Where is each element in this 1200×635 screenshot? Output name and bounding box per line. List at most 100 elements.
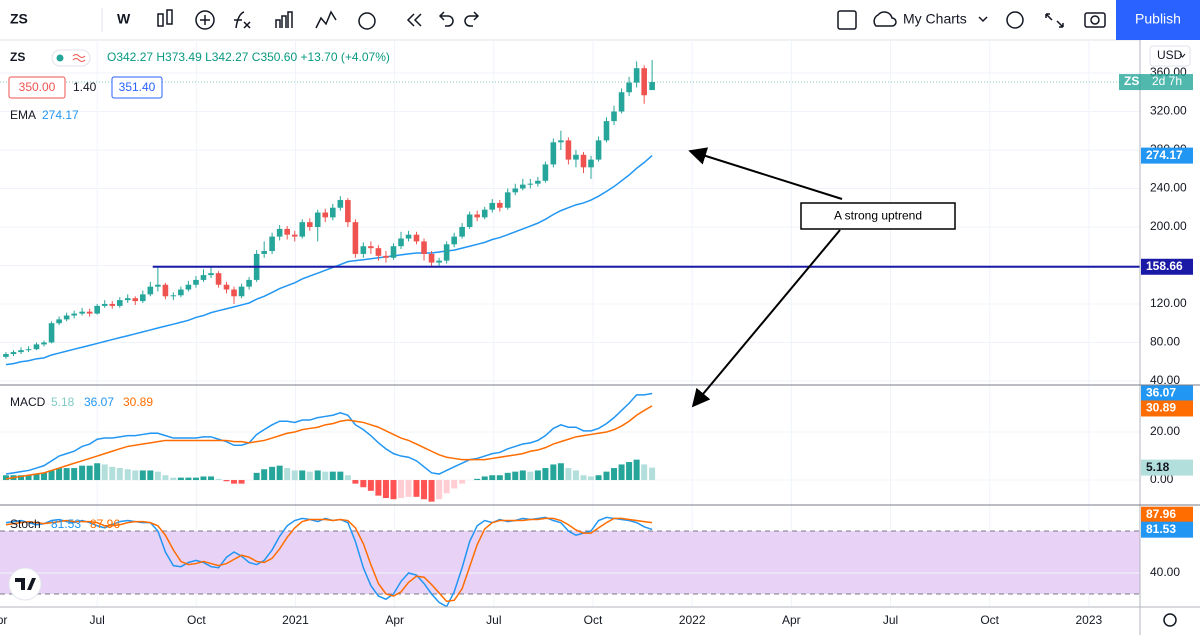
candle-body xyxy=(626,82,632,93)
status-pill xyxy=(51,49,91,67)
histogram-bar xyxy=(474,478,481,481)
layout-icon[interactable] xyxy=(837,10,857,30)
candle-body xyxy=(329,207,336,218)
compare-icon[interactable] xyxy=(315,10,337,29)
histogram-bar xyxy=(238,480,245,484)
candle-body xyxy=(147,286,154,295)
fullscreen-icon[interactable] xyxy=(1045,13,1064,28)
candle-body xyxy=(71,313,77,316)
indicators-icon[interactable] xyxy=(195,10,215,30)
candle-body xyxy=(542,164,549,181)
candle-body xyxy=(398,238,404,247)
settings-icon[interactable] xyxy=(1006,11,1024,29)
candle-body xyxy=(322,212,329,218)
dropdown-caret[interactable] xyxy=(978,16,988,23)
templates-icon[interactable] xyxy=(275,11,293,28)
annotation-text: A strong uptrend xyxy=(834,209,922,223)
histogram-bar xyxy=(63,468,70,481)
candle-body xyxy=(459,226,465,237)
x-tick-label: Jul xyxy=(883,613,898,627)
x-tick-label: Apr xyxy=(782,613,801,627)
histogram-bar xyxy=(276,465,283,481)
candle-body xyxy=(269,236,275,252)
candle-body xyxy=(489,202,496,210)
histogram-bar xyxy=(382,480,389,499)
histogram-bar xyxy=(459,480,466,484)
candle-body xyxy=(421,241,427,254)
histogram-bar xyxy=(611,468,618,481)
histogram-bar xyxy=(170,477,177,481)
histogram-bar xyxy=(18,475,25,481)
histogram-bar xyxy=(413,480,420,497)
candle-body xyxy=(580,154,587,168)
currency[interactable]: USD xyxy=(1157,48,1183,62)
histogram-bar xyxy=(436,480,443,500)
snapshot-icon[interactable] xyxy=(1084,12,1106,28)
histogram-bar xyxy=(405,480,412,497)
publish-button[interactable] xyxy=(1116,0,1200,40)
histogram-bar xyxy=(398,480,405,499)
candle-body xyxy=(466,214,473,227)
histogram-bar xyxy=(208,476,215,481)
histogram-bar xyxy=(557,463,564,481)
histogram-bar xyxy=(390,480,397,500)
histogram-bar xyxy=(649,467,656,481)
y-tick-label: 240.00 xyxy=(1150,181,1187,195)
fx-icon[interactable] xyxy=(234,11,251,29)
x-tick-label: 2021 xyxy=(282,613,309,627)
histogram-bar xyxy=(337,471,344,481)
macd-tag-bg xyxy=(1141,385,1193,402)
candle-body xyxy=(208,273,214,276)
currency-caret xyxy=(1179,53,1186,58)
candle-body xyxy=(504,192,511,208)
macd-legend-title: MACD xyxy=(10,395,46,409)
histogram-bar xyxy=(367,480,374,491)
redo-icon[interactable] xyxy=(464,11,480,27)
candle-body xyxy=(94,305,100,314)
histogram-bar xyxy=(41,472,48,481)
publish-label[interactable]: Publish xyxy=(1135,11,1181,27)
histogram-bar xyxy=(580,475,587,481)
ask-box[interactable] xyxy=(111,76,163,99)
replay-icon[interactable] xyxy=(406,13,422,27)
histogram-bar xyxy=(215,478,222,481)
candle-body xyxy=(33,344,40,350)
annotation-arrow xyxy=(691,229,841,408)
interval[interactable]: W xyxy=(117,11,131,27)
stoch-k-tag-bg xyxy=(1141,521,1193,538)
histogram-bar xyxy=(33,474,40,481)
logo-mark xyxy=(15,578,36,590)
x-tick-label: Jul xyxy=(90,613,105,627)
candle-body xyxy=(86,311,93,314)
candle-body xyxy=(519,184,526,189)
histogram-bar xyxy=(177,477,184,481)
bid-box[interactable] xyxy=(8,76,66,99)
histogram-bar xyxy=(154,471,161,481)
candle-body xyxy=(223,284,230,290)
histogram-bar xyxy=(633,459,640,481)
cloud-icon[interactable] xyxy=(873,11,897,27)
x-tick-label: 2022 xyxy=(679,613,706,627)
ema-tag: 274.17 xyxy=(1146,148,1183,162)
candle-icon[interactable] xyxy=(157,9,173,27)
my-charts[interactable]: My Charts xyxy=(903,11,967,27)
histogram-bar xyxy=(565,468,572,481)
bid[interactable]: 350.00 xyxy=(19,80,56,94)
histogram-bar xyxy=(641,464,648,481)
macd-tag: 36.07 xyxy=(1146,386,1176,400)
histogram-bar xyxy=(306,471,313,481)
histogram-bar xyxy=(223,480,230,482)
axis-settings-icon[interactable] xyxy=(1163,613,1177,627)
currency-button[interactable] xyxy=(1149,45,1191,67)
x-tick-label: Apr xyxy=(385,613,404,627)
candle-body xyxy=(413,234,420,242)
candle-body xyxy=(588,159,594,168)
ask[interactable]: 351.40 xyxy=(119,80,156,94)
y-tick-label: 20.00 xyxy=(1150,424,1180,438)
alert-icon[interactable] xyxy=(358,12,376,30)
toolbar-symbol[interactable]: ZS xyxy=(10,11,28,27)
undo-icon[interactable] xyxy=(438,11,454,27)
histogram-bar xyxy=(253,472,260,481)
y-tick-label: 120.00 xyxy=(1150,296,1187,310)
